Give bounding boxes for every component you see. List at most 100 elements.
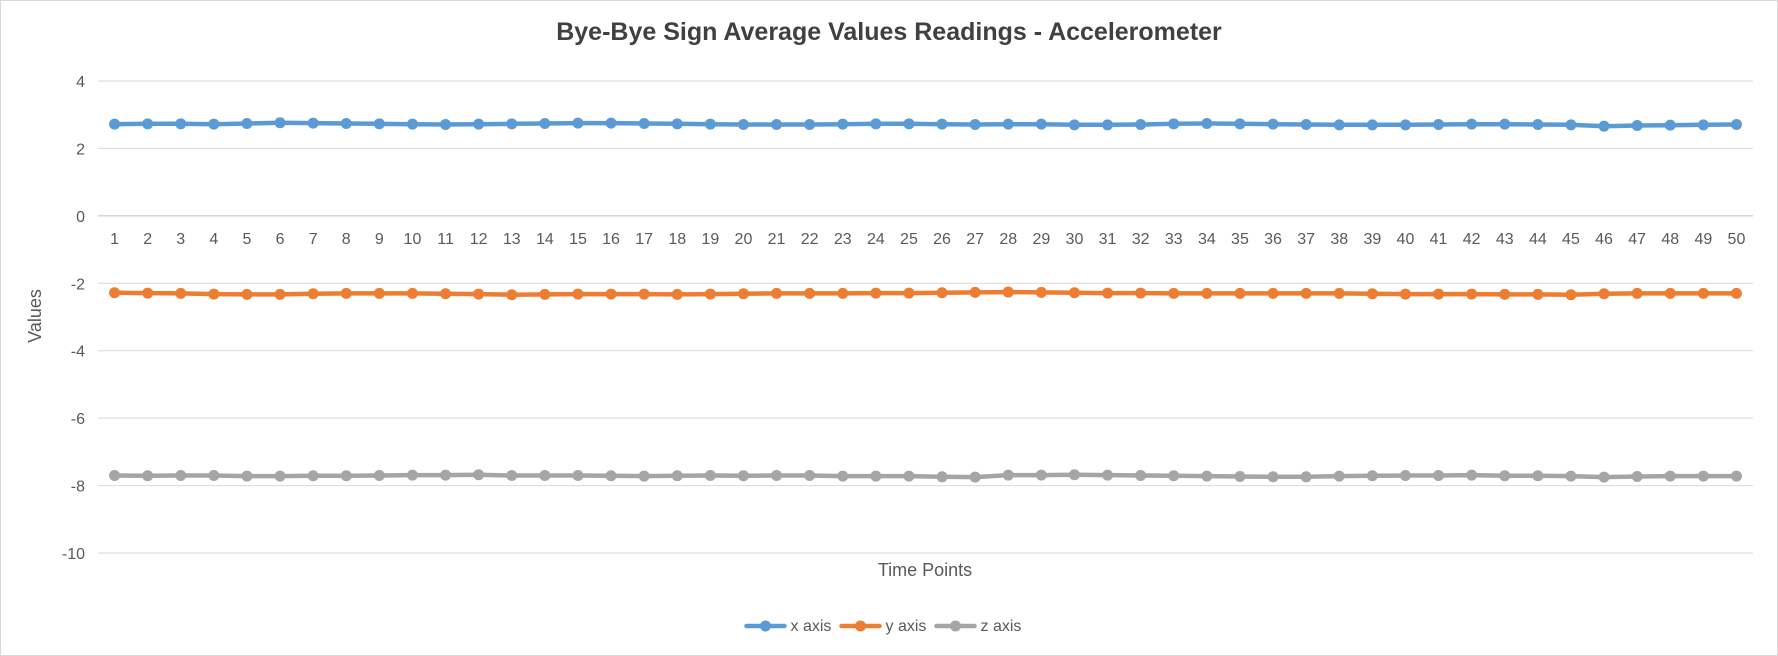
data-point [208, 118, 220, 130]
x-tick-label: 26 [933, 231, 951, 248]
data-point [1532, 118, 1544, 130]
x-tick-label: 43 [1496, 231, 1514, 248]
series-line [112, 472, 1739, 480]
x-tick-label: 41 [1430, 231, 1448, 248]
data-point [1466, 469, 1478, 481]
x-tick-label: 1 [110, 231, 119, 248]
data-point [539, 117, 551, 129]
x-tick-label: 29 [1032, 231, 1050, 248]
data-point [109, 287, 121, 299]
data-point [1135, 287, 1147, 299]
data-point [605, 117, 617, 129]
x-tick-label: 30 [1066, 231, 1084, 248]
data-point [1002, 469, 1014, 481]
x-tick-label: 21 [768, 231, 786, 248]
chart-title: Bye-Bye Sign Average Values Readings - A… [556, 18, 1222, 46]
data-point [1102, 287, 1114, 299]
legend-swatch-marker [950, 620, 961, 632]
y-tick-labels: 4 2 0 -2 -4 -6 -8 -10 [62, 74, 85, 563]
data-point [241, 117, 253, 129]
data-point [1697, 470, 1709, 482]
data-point [1168, 118, 1180, 130]
x-tick-label: 20 [735, 231, 753, 248]
x-tick-label: 36 [1264, 231, 1282, 248]
data-point [1201, 287, 1213, 299]
data-point [1201, 470, 1213, 482]
x-tick-label: 33 [1165, 231, 1183, 248]
x-tick-label: 19 [701, 231, 719, 248]
data-point [1532, 288, 1544, 300]
x-tick-label: 44 [1529, 231, 1547, 248]
data-point [1102, 469, 1114, 481]
x-tick-label: 14 [536, 231, 554, 248]
data-point [1532, 470, 1544, 482]
data-point [1433, 469, 1445, 481]
data-point [1333, 287, 1345, 299]
data-point [142, 287, 154, 299]
y-tick-label: -6 [71, 411, 85, 428]
series-x-axis [109, 117, 1742, 132]
data-point [1433, 288, 1445, 300]
data-point [473, 118, 485, 130]
x-tick-label: 3 [176, 231, 185, 248]
data-point [241, 288, 253, 300]
data-point [903, 118, 915, 130]
data-point [671, 470, 683, 482]
data-point [1399, 469, 1411, 481]
x-axis-title: Time Points [878, 560, 972, 580]
data-point [1730, 287, 1742, 299]
data-point [175, 469, 187, 481]
data-point [1499, 470, 1511, 482]
x-tick-label: 46 [1595, 231, 1613, 248]
x-tick-label: 24 [867, 231, 885, 248]
x-tick-label: 7 [309, 231, 318, 248]
data-point [1664, 470, 1676, 482]
data-point [1267, 118, 1279, 130]
legend-item: y axis [839, 618, 926, 635]
x-tick-label: 45 [1562, 231, 1580, 248]
x-tick-label: 17 [635, 231, 653, 248]
x-tick-label: 27 [966, 231, 984, 248]
data-point [1068, 119, 1080, 131]
data-point [870, 287, 882, 299]
data-point [1565, 289, 1577, 301]
x-tick-labels: 1 2 3 4 5 6 7 8 9 10 11 12 13 14 15 16 17 18 19 20 21 22 23 24 2… [110, 231, 1745, 248]
data-point [903, 287, 915, 299]
x-tick-label: 39 [1363, 231, 1381, 248]
data-point [572, 288, 584, 300]
x-tick-label: 13 [503, 231, 521, 248]
data-point [340, 470, 352, 482]
x-tick-label: 8 [342, 231, 351, 248]
data-point [804, 287, 816, 299]
data-point [969, 471, 981, 483]
data-point [1399, 119, 1411, 131]
data-point [539, 469, 551, 481]
data-point [704, 118, 716, 130]
data-point [1697, 119, 1709, 131]
data-point [605, 470, 617, 482]
y-tick-label: -8 [71, 479, 85, 496]
data-point [1466, 118, 1478, 130]
data-point [671, 118, 683, 130]
data-point [1267, 471, 1279, 483]
data-point [1234, 470, 1246, 482]
x-tick-label: 5 [242, 231, 251, 248]
x-tick-label: 49 [1694, 231, 1712, 248]
data-point [1168, 470, 1180, 482]
data-point [142, 470, 154, 482]
data-point [142, 118, 154, 130]
data-point [1002, 118, 1014, 130]
data-point [307, 117, 319, 129]
data-point [1300, 471, 1312, 483]
x-tick-label: 18 [668, 231, 686, 248]
data-point [969, 286, 981, 298]
data-point [1664, 287, 1676, 299]
data-point [737, 288, 749, 300]
data-point [440, 469, 452, 481]
series-group [109, 117, 1742, 483]
data-point [1565, 470, 1577, 482]
data-point [704, 288, 716, 300]
data-point [837, 470, 849, 482]
data-point [671, 288, 683, 300]
data-point [406, 469, 418, 481]
